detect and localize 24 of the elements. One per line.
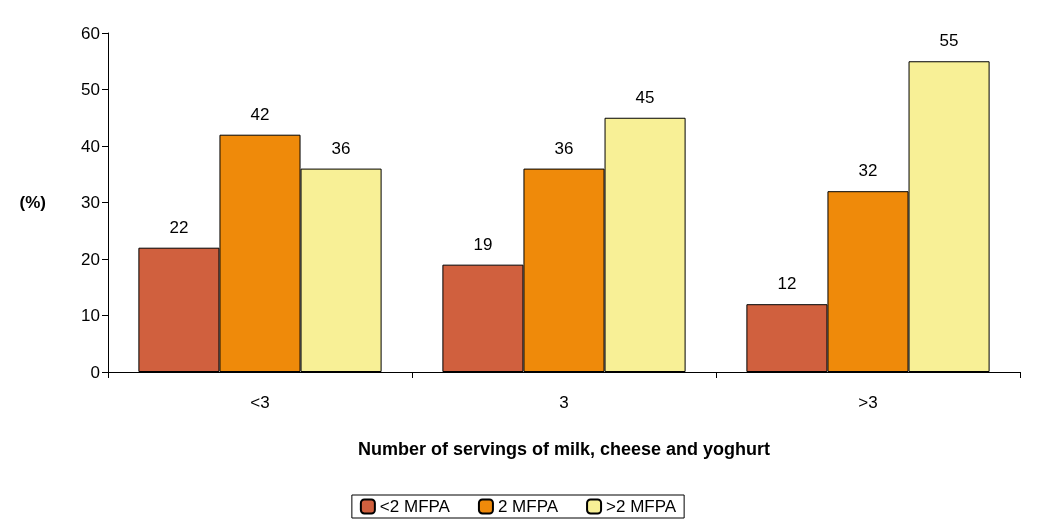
data-label: 22 bbox=[169, 217, 189, 237]
data-label: 12 bbox=[777, 274, 797, 294]
x-tick-label: <3 bbox=[250, 393, 270, 412]
data-label: 42 bbox=[250, 104, 270, 124]
y-tick-label: 50 bbox=[81, 80, 100, 99]
legend-label: >2 MFPA bbox=[606, 497, 677, 516]
y-tick-label: 0 bbox=[90, 362, 100, 382]
data-label: 32 bbox=[858, 161, 878, 181]
x-tick-label: 3 bbox=[559, 393, 569, 412]
data-label: 36 bbox=[554, 138, 574, 158]
data-label: 19 bbox=[473, 234, 493, 254]
legend-label: <2 MFPA bbox=[379, 497, 451, 516]
y-tick-label: 20 bbox=[81, 249, 100, 269]
y-tick-label: 10 bbox=[81, 306, 100, 325]
data-label: 45 bbox=[635, 87, 655, 107]
data-label: 36 bbox=[331, 138, 351, 158]
legend-label: 2 MFPA bbox=[497, 497, 559, 516]
data-label: 55 bbox=[939, 31, 959, 51]
x-axis-title: Number of servings of milk, cheese and yoghurt bbox=[357, 439, 771, 459]
y-tick-label: 30 bbox=[81, 193, 100, 212]
y-tick-label: 40 bbox=[81, 136, 100, 156]
y-axis-title: (%) bbox=[19, 193, 46, 212]
x-tick-label: >3 bbox=[858, 393, 878, 412]
y-tick-label: 60 bbox=[81, 23, 100, 43]
